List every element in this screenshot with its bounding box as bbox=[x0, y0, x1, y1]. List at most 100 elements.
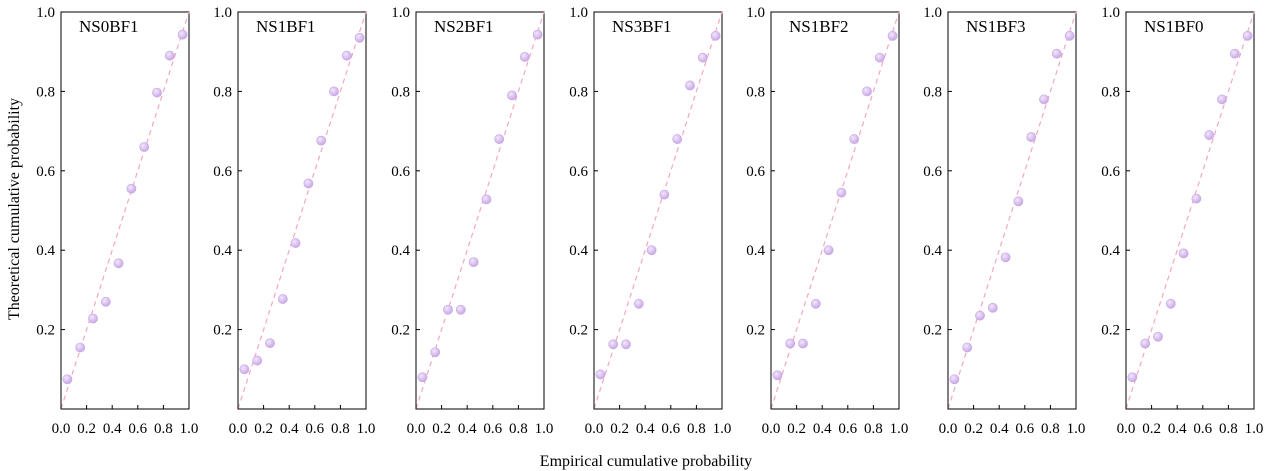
data-point bbox=[949, 374, 960, 385]
reference-line bbox=[60, 11, 190, 410]
panel-ns1bf3: 0.2 0.4 0.6 0.8 1.0 0.0 0.2 0.4 0.6 0.8 1.0 NS1BF3 bbox=[923, 5, 1085, 437]
y-tick-label: 0.8 bbox=[36, 84, 55, 100]
panel-ns1bf1: 0.2 0.4 0.6 0.8 1.0 0.0 0.2 0.4 0.6 0.8 1.0 NS1BF1 bbox=[213, 5, 375, 437]
data-point bbox=[329, 86, 339, 97]
x-tick-label: 0.4 bbox=[458, 421, 477, 437]
data-point bbox=[887, 30, 898, 41]
data-point bbox=[494, 134, 505, 144]
data-point bbox=[455, 304, 466, 315]
x-tick-label: 0.8 bbox=[331, 421, 350, 437]
data-point bbox=[1051, 48, 1062, 59]
data-point bbox=[252, 355, 263, 366]
x-tick-label: 1.0 bbox=[1067, 421, 1086, 437]
y-tick-label: 0.2 bbox=[213, 323, 232, 339]
panel-ns2bf1: 0.2 0.4 0.6 0.8 1.0 0.0 0.2 0.4 0.6 0.8 1.0 NS2BF1 bbox=[391, 5, 553, 437]
data-point bbox=[1127, 372, 1138, 383]
y-tick-label: 0.2 bbox=[923, 323, 942, 339]
y-tick-label: 0.6 bbox=[36, 164, 55, 180]
x-tick-label: 0.2 bbox=[964, 421, 983, 437]
x-axis-title: Empirical cumulative probability bbox=[540, 453, 752, 470]
data-point bbox=[239, 364, 250, 375]
y-tick-label: 0.6 bbox=[923, 164, 942, 180]
panel-title: NS1BF0 bbox=[1144, 17, 1204, 36]
y-tick-label: 1.0 bbox=[569, 5, 588, 21]
x-tick-label: 0.8 bbox=[154, 421, 173, 437]
data-point bbox=[1242, 30, 1253, 41]
data-point bbox=[430, 347, 441, 358]
y-tick-label: 1.0 bbox=[923, 5, 942, 21]
y-tick-label: 1.0 bbox=[213, 5, 232, 21]
y-tick-label: 0.2 bbox=[36, 323, 55, 339]
data-point bbox=[341, 50, 352, 61]
y-tick-label: 0.6 bbox=[213, 164, 232, 180]
x-tick-label: 1.0 bbox=[535, 421, 554, 437]
data-point bbox=[1165, 298, 1176, 309]
plot-frame bbox=[593, 11, 723, 410]
y-tick-label: 0.6 bbox=[569, 164, 588, 180]
panel-ns3bf1: 0.2 0.4 0.6 0.8 1.0 0.0 0.2 0.4 0.6 0.8 1.0 NS3BF1 bbox=[569, 5, 731, 437]
data-point bbox=[164, 50, 175, 61]
data-point bbox=[62, 374, 73, 385]
x-tick-label: 0.4 bbox=[813, 421, 832, 437]
data-point bbox=[507, 90, 517, 101]
x-tick-label: 0.4 bbox=[990, 421, 1009, 437]
x-tick-label: 0.6 bbox=[483, 421, 502, 437]
y-tick-label: 0.6 bbox=[746, 164, 765, 180]
reference-line bbox=[237, 11, 367, 410]
y-tick-label: 1.0 bbox=[391, 5, 410, 21]
plot-frame bbox=[237, 11, 367, 410]
x-tick-label: 0.8 bbox=[1041, 421, 1060, 437]
data-point bbox=[1064, 30, 1075, 41]
data-point bbox=[862, 86, 872, 97]
x-tick-label: 0.0 bbox=[762, 421, 781, 437]
x-tick-label: 0.0 bbox=[585, 421, 604, 437]
panel-title: NS0BF1 bbox=[79, 17, 139, 36]
y-tick-label: 0.2 bbox=[1101, 323, 1120, 339]
y-tick-label: 0.8 bbox=[1101, 84, 1120, 100]
data-point bbox=[277, 294, 288, 304]
x-tick-label: 0.8 bbox=[509, 421, 528, 437]
x-tick-label: 0.2 bbox=[254, 421, 273, 437]
x-tick-label: 0.0 bbox=[52, 421, 71, 437]
data-point bbox=[810, 298, 821, 309]
data-point bbox=[519, 51, 530, 62]
data-point bbox=[987, 302, 998, 313]
data-point bbox=[1178, 248, 1189, 259]
data-point bbox=[481, 194, 492, 205]
panel-title: NS1BF1 bbox=[256, 17, 316, 36]
data-point bbox=[354, 32, 365, 43]
x-tick-label: 0.6 bbox=[661, 421, 680, 437]
y-tick-label: 0.8 bbox=[391, 84, 410, 100]
data-point bbox=[1000, 252, 1011, 263]
panel-title: NS1BF3 bbox=[966, 17, 1026, 36]
x-tick-label: 0.2 bbox=[610, 421, 629, 437]
panel-ns1bf2: 0.2 0.4 0.6 0.8 1.0 0.0 0.2 0.4 0.6 0.8 1.0 NS1BF2 bbox=[746, 5, 908, 437]
x-tick-label: 0.6 bbox=[1193, 421, 1212, 437]
x-tick-label: 0.6 bbox=[1015, 421, 1034, 437]
x-tick-label: 0.0 bbox=[939, 421, 958, 437]
plot-frame bbox=[1125, 11, 1255, 410]
data-point bbox=[1013, 196, 1024, 207]
data-point bbox=[417, 372, 428, 383]
y-tick-label: 0.4 bbox=[213, 243, 232, 259]
data-point bbox=[697, 52, 708, 63]
x-tick-label: 0.6 bbox=[128, 421, 147, 437]
plot-frame bbox=[947, 11, 1077, 410]
data-point bbox=[962, 342, 973, 353]
panel-ns0bf1: 0.2 0.4 0.6 0.8 1.0 0.0 0.2 0.4 0.6 0.8 1.0 NS0BF1 bbox=[36, 5, 198, 437]
data-point bbox=[685, 80, 695, 91]
plot-frame bbox=[415, 11, 545, 410]
y-tick-label: 0.6 bbox=[391, 164, 410, 180]
y-tick-label: 0.2 bbox=[746, 323, 765, 339]
reference-line bbox=[415, 11, 545, 410]
data-point bbox=[303, 178, 314, 189]
data-point bbox=[100, 296, 111, 307]
y-tick-label: 0.4 bbox=[1101, 243, 1120, 259]
panel-title: NS2BF1 bbox=[434, 17, 494, 36]
data-point bbox=[595, 369, 606, 380]
y-tick-label: 1.0 bbox=[746, 5, 765, 21]
data-point bbox=[316, 135, 327, 146]
reference-line bbox=[1125, 11, 1255, 410]
y-axis-title: Theoretical cumulative probability bbox=[6, 98, 23, 320]
